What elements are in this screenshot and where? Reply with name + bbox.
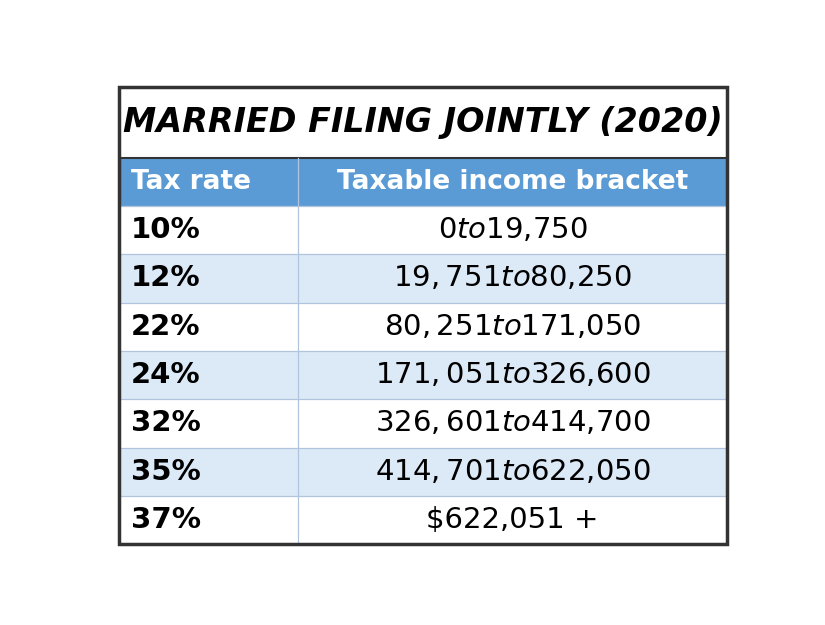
Text: $326,601 to $414,700: $326,601 to $414,700 (375, 409, 650, 437)
FancyBboxPatch shape (119, 158, 727, 206)
Text: 12%: 12% (130, 264, 200, 292)
FancyBboxPatch shape (119, 87, 727, 158)
Text: $171,051 to $326,600: $171,051 to $326,600 (375, 361, 650, 389)
FancyBboxPatch shape (119, 206, 727, 254)
FancyBboxPatch shape (119, 302, 727, 351)
Text: Tax rate: Tax rate (130, 169, 251, 195)
FancyBboxPatch shape (119, 399, 727, 448)
Text: $19,751 to $80,250: $19,751 to $80,250 (393, 264, 632, 292)
Text: $414,701 to $622,050: $414,701 to $622,050 (375, 458, 650, 486)
FancyBboxPatch shape (119, 496, 727, 544)
Text: Taxable income bracket: Taxable income bracket (337, 169, 688, 195)
Text: $622,051 +: $622,051 + (427, 506, 599, 534)
Text: 35%: 35% (130, 458, 200, 486)
FancyBboxPatch shape (119, 448, 727, 496)
Text: 24%: 24% (130, 361, 200, 389)
FancyBboxPatch shape (119, 254, 727, 302)
FancyBboxPatch shape (119, 351, 727, 399)
Text: MARRIED FILING JOINTLY (2020): MARRIED FILING JOINTLY (2020) (123, 106, 723, 139)
Text: 22%: 22% (130, 312, 200, 341)
Text: $0 to $19,750: $0 to $19,750 (437, 216, 587, 244)
Text: $80,251 to $171,050: $80,251 to $171,050 (384, 312, 641, 341)
Text: 37%: 37% (130, 506, 200, 534)
Text: 10%: 10% (130, 216, 200, 244)
Text: 32%: 32% (130, 409, 200, 437)
